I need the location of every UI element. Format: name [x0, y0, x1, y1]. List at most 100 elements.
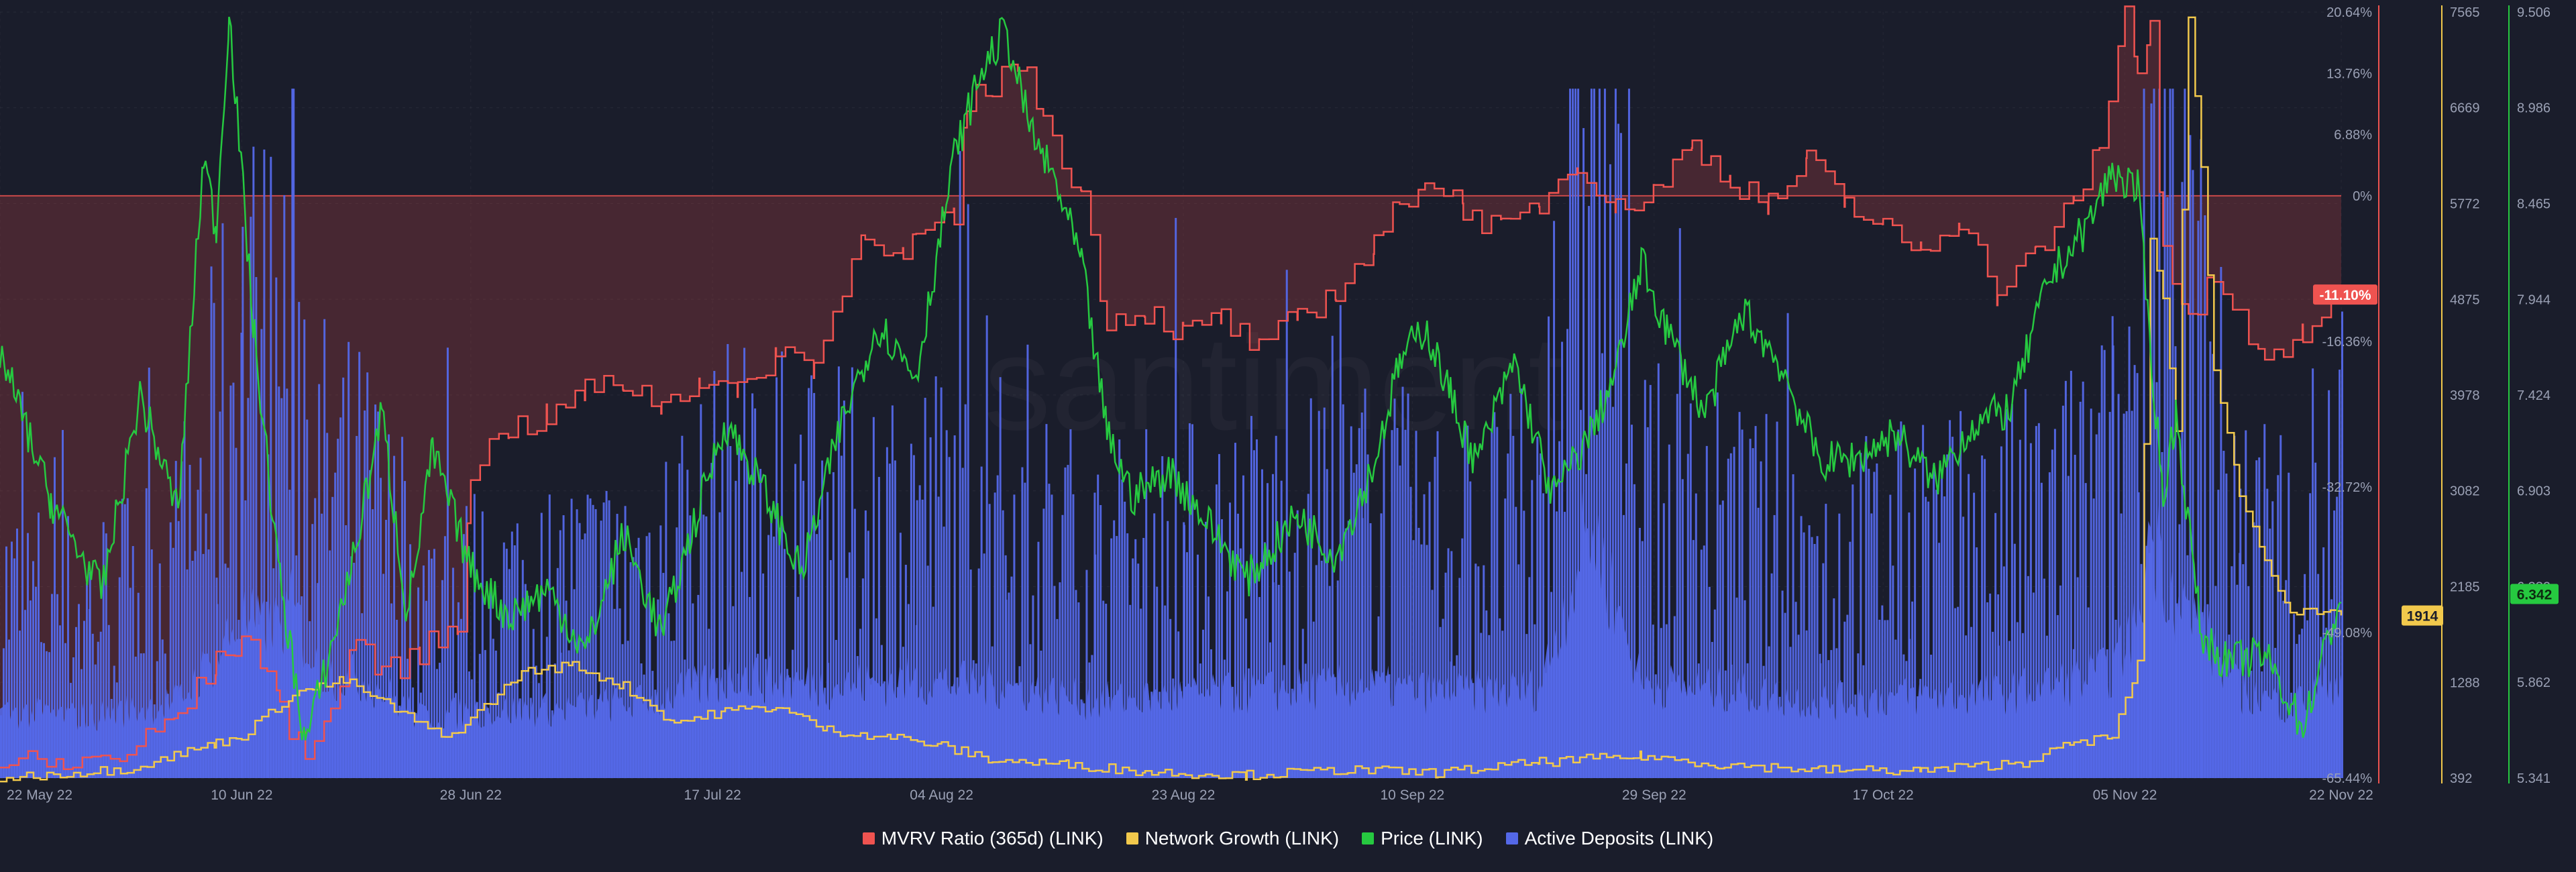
price-last-value-badge-text: 6.342: [2517, 588, 2553, 603]
legend-item-price[interactable]: Price (LINK): [1362, 828, 1483, 849]
active-deposits-bar: [1531, 480, 1534, 778]
active-deposits-bar: [808, 388, 810, 778]
legend-item-mvrv[interactable]: MVRV Ratio (365d) (LINK): [862, 828, 1104, 849]
legend-label-price: Price (LINK): [1381, 828, 1483, 849]
active-deposits-bar: [86, 583, 88, 778]
active-deposits-bar: [1431, 590, 1434, 778]
active-deposits-bar: [462, 534, 465, 778]
active-deposits-bar: [2092, 498, 2095, 778]
legend-swatch-mvrv: [862, 832, 875, 844]
active-deposits-bar: [1582, 127, 1585, 778]
active-deposits-bar: [1366, 454, 1369, 778]
active-deposits-bar: [600, 521, 602, 778]
active-deposits-bar: [1933, 464, 1935, 778]
active-deposits-bar: [177, 521, 180, 778]
active-deposits-bar: [186, 569, 189, 778]
active-deposits-bar: [2220, 266, 2222, 779]
active-deposits-bar: [1561, 341, 1564, 779]
active-deposits-bar: [1534, 624, 1536, 778]
active-deposits-bar: [573, 589, 576, 778]
legend-item-network-growth[interactable]: Network Growth (LINK): [1126, 828, 1339, 849]
axes-layer: 20.64% 13.76% 6.88% 0% -16.36% -32.72% -49.08%…: [7, 5, 2551, 803]
active-deposits-bar: [872, 417, 875, 778]
active-deposits-bar: [1483, 565, 1485, 778]
active-deposits-bar: [1662, 503, 1665, 778]
active-deposits-bar: [1741, 429, 1743, 778]
active-deposits-bar: [1266, 483, 1269, 778]
active-deposits-bar: [1069, 429, 1072, 778]
active-deposits-bar: [885, 447, 888, 778]
active-deposits-bar: [605, 490, 608, 778]
active-deposits-bar: [105, 533, 107, 778]
active-deposits-bar: [851, 367, 853, 778]
active-deposits-bar: [996, 475, 999, 778]
active-deposits-bar: [937, 496, 940, 778]
active-deposits-bar: [1097, 474, 1099, 778]
active-deposits-bar: [2000, 446, 2002, 778]
network-growth-axis-tick-label: 6669: [2450, 101, 2480, 116]
price-axis-tick-label: 6.903: [2517, 484, 2551, 499]
active-deposits-bar: [961, 468, 964, 778]
active-deposits-bar: [1776, 421, 1778, 778]
network-growth-axis-tick-label: 4875: [2450, 292, 2480, 307]
active-deposits-bar: [2312, 368, 2314, 778]
price-axis-tick-label: 7.424: [2517, 388, 2551, 403]
active-deposits-bar: [608, 500, 610, 778]
active-deposits-bar: [425, 600, 427, 778]
active-deposits-bar: [1865, 436, 1868, 778]
active-deposits-bar: [1868, 468, 1870, 778]
legend-swatch-network-growth: [1126, 832, 1138, 844]
active-deposits-bar: [592, 504, 594, 778]
active-deposits-bar: [1614, 89, 1617, 779]
active-deposits-bar: [232, 382, 235, 778]
active-deposits-bar: [2123, 413, 2125, 778]
active-deposits-bar: [524, 584, 527, 778]
active-deposits-bar: [2016, 622, 2019, 778]
active-deposits-bar: [1113, 520, 1116, 778]
active-deposits-bar: [581, 539, 584, 778]
active-deposits-bar: [1984, 459, 1986, 778]
active-deposits-bar: [1026, 344, 1029, 778]
active-deposits-bar: [832, 472, 835, 778]
active-deposits-bar: [118, 577, 121, 778]
x-tick-label: 29 Sep 22: [1622, 787, 1686, 803]
active-deposits-bar: [1881, 605, 1884, 778]
active-deposits-bar: [1553, 221, 1556, 779]
active-deposits-bar: [78, 604, 80, 778]
active-deposits-bar: [762, 573, 765, 778]
active-deposits-bar: [2233, 435, 2236, 778]
active-deposits-bar: [1436, 431, 1439, 778]
network-growth-axis-tick-label: 1288: [2450, 675, 2480, 690]
active-deposits-bar: [1355, 464, 1358, 778]
active-deposits-bar: [1757, 508, 1760, 778]
active-deposits-bar: [2067, 476, 2070, 778]
legend: MVRV Ratio (365d) (LINK) Network Growth …: [0, 824, 2576, 853]
active-deposits-bar: [1272, 582, 1275, 778]
active-deposits-bar: [364, 410, 366, 778]
active-deposits-bar: [1641, 541, 1644, 778]
active-deposits-bar: [1077, 602, 1080, 778]
active-deposits-bar: [446, 347, 449, 778]
active-deposits-bar: [449, 625, 451, 778]
active-deposits-bar: [435, 669, 438, 778]
active-deposits-bar: [11, 541, 13, 778]
active-deposits-bar: [484, 650, 486, 778]
active-deposits-bar: [5, 546, 7, 778]
active-deposits-bar: [401, 437, 404, 778]
active-deposits-bar: [478, 653, 481, 778]
x-tick-label: 04 Aug 22: [910, 787, 973, 803]
active-deposits-bar: [926, 565, 929, 778]
active-deposits-bar: [912, 455, 915, 778]
active-deposits-bar: [891, 405, 894, 778]
active-deposits-bar: [1846, 614, 1849, 778]
active-deposits-bar: [2279, 435, 2282, 778]
active-deposits-bar: [241, 227, 244, 779]
active-deposits-bar: [321, 513, 323, 778]
active-deposits-bar: [1838, 513, 1841, 778]
active-deposits-bar: [784, 549, 786, 778]
active-deposits-bar: [659, 525, 662, 778]
legend-item-active-deposits[interactable]: Active Deposits (LINK): [1505, 828, 1713, 849]
active-deposits-bar: [848, 552, 851, 778]
active-deposits-bar: [91, 633, 94, 778]
active-deposits-bar: [1064, 467, 1067, 778]
